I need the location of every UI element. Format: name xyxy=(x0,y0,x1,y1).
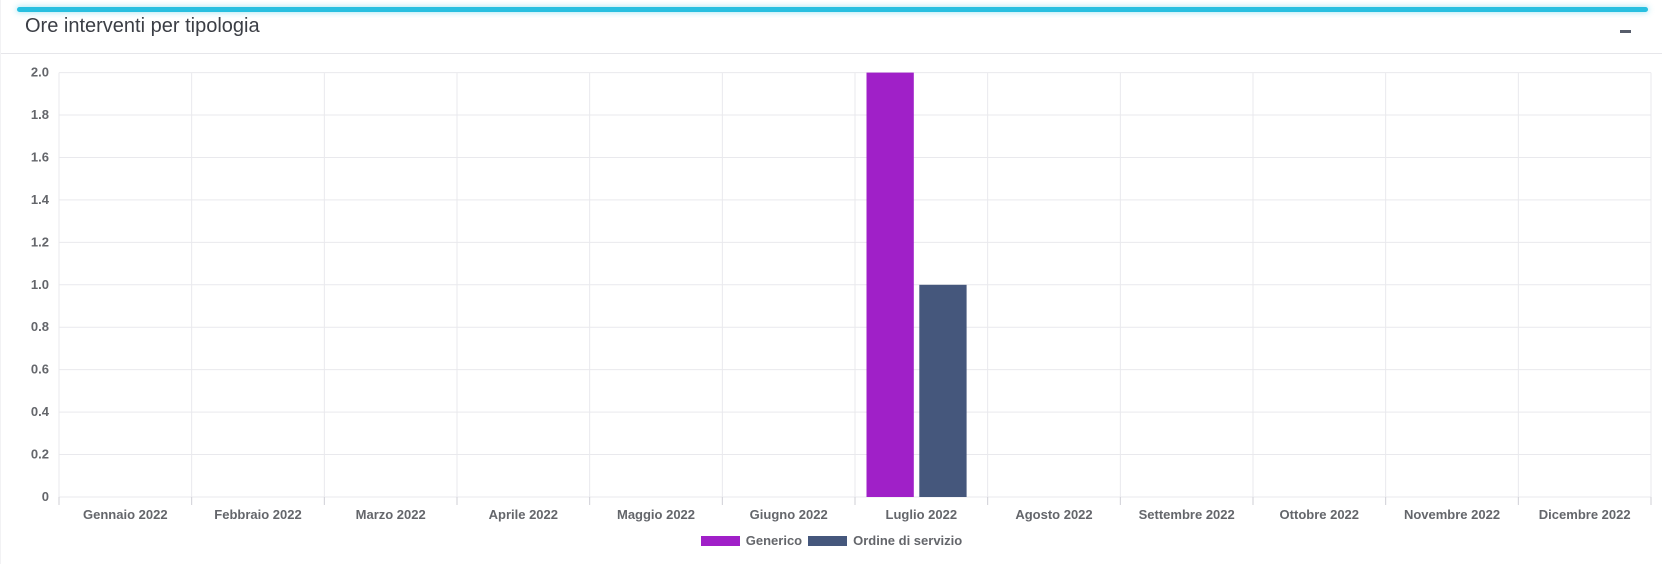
svg-text:Maggio 2022: Maggio 2022 xyxy=(617,507,695,522)
svg-text:1.4: 1.4 xyxy=(31,192,50,207)
svg-text:0.2: 0.2 xyxy=(31,447,49,462)
svg-text:Agosto 2022: Agosto 2022 xyxy=(1015,507,1092,522)
svg-text:Settembre 2022: Settembre 2022 xyxy=(1139,507,1235,522)
svg-text:1.6: 1.6 xyxy=(31,150,49,165)
svg-text:Luglio 2022: Luglio 2022 xyxy=(886,507,958,522)
svg-text:1.2: 1.2 xyxy=(31,234,49,249)
svg-text:1.8: 1.8 xyxy=(31,107,49,122)
svg-text:Febbraio 2022: Febbraio 2022 xyxy=(214,507,301,522)
svg-text:0.8: 0.8 xyxy=(31,319,49,334)
svg-text:0.6: 0.6 xyxy=(31,362,49,377)
svg-text:Novembre 2022: Novembre 2022 xyxy=(1404,507,1500,522)
svg-text:Aprile 2022: Aprile 2022 xyxy=(489,507,558,522)
svg-text:Dicembre 2022: Dicembre 2022 xyxy=(1539,507,1631,522)
svg-text:Marzo 2022: Marzo 2022 xyxy=(356,507,426,522)
svg-text:0: 0 xyxy=(42,489,49,504)
svg-text:Ottobre 2022: Ottobre 2022 xyxy=(1280,507,1359,522)
svg-text:1.0: 1.0 xyxy=(31,277,49,292)
svg-text:0.4: 0.4 xyxy=(31,404,50,419)
svg-text:Giugno 2022: Giugno 2022 xyxy=(750,507,828,522)
svg-text:Gennaio 2022: Gennaio 2022 xyxy=(83,507,168,522)
svg-text:2.0: 2.0 xyxy=(31,65,49,80)
